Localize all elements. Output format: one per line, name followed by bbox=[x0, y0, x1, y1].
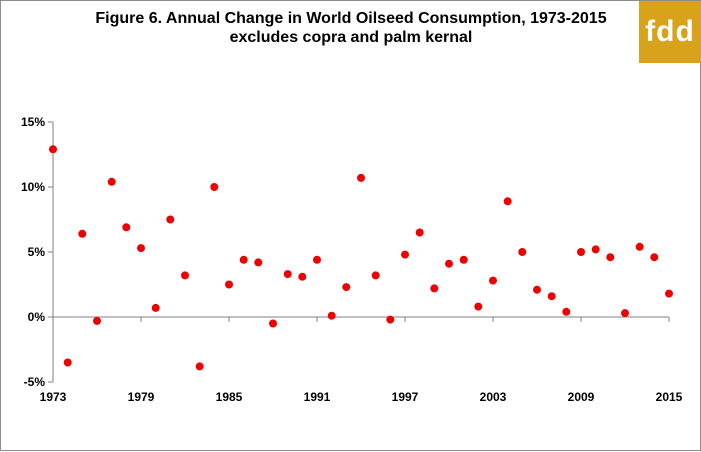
x-tick-label: 1985 bbox=[216, 390, 243, 404]
x-tick-label: 1991 bbox=[304, 390, 331, 404]
data-point bbox=[430, 284, 439, 293]
y-tick-label: -5% bbox=[24, 375, 46, 389]
data-point bbox=[357, 173, 365, 182]
data-point bbox=[239, 255, 248, 264]
data-point bbox=[445, 259, 453, 268]
data-point bbox=[78, 229, 87, 238]
chart-subtitle: excludes copra and palm kernal bbox=[229, 29, 473, 46]
data-point bbox=[254, 258, 263, 267]
data-point bbox=[122, 223, 131, 232]
data-point bbox=[401, 250, 409, 259]
y-tick-label: 0% bbox=[28, 310, 46, 324]
chart-title: Figure 6. Annual Change in World Oilseed… bbox=[95, 10, 607, 27]
x-tick-label: 1973 bbox=[40, 390, 67, 404]
x-tick-label: 1997 bbox=[392, 390, 419, 404]
chart-title-block: Figure 6. Annual Change in World Oilseed… bbox=[1, 9, 701, 47]
data-point bbox=[591, 245, 600, 254]
data-point bbox=[151, 303, 160, 312]
data-point bbox=[63, 358, 72, 367]
data-point bbox=[577, 248, 585, 256]
data-point bbox=[342, 283, 351, 292]
axes: -5% 0% 5% 10% 15% 1973 1979 1985 1991 1997 2003 200… bbox=[21, 115, 683, 404]
data-point bbox=[107, 177, 116, 186]
data-point bbox=[283, 270, 292, 279]
data-point bbox=[415, 228, 424, 237]
x-tick-label: 1979 bbox=[128, 390, 155, 404]
data-point bbox=[635, 242, 644, 251]
fdd-logo: fdd bbox=[639, 1, 701, 63]
data-point bbox=[313, 255, 321, 264]
data-point bbox=[49, 145, 57, 154]
data-point bbox=[562, 307, 571, 316]
data-point bbox=[210, 183, 219, 191]
data-point bbox=[621, 309, 629, 318]
y-tick-label: 5% bbox=[28, 245, 46, 259]
y-tick-label: 15% bbox=[21, 115, 45, 129]
data-point bbox=[181, 271, 189, 280]
data-point bbox=[503, 197, 512, 206]
data-point bbox=[327, 311, 336, 320]
data-point bbox=[371, 271, 380, 280]
data-point bbox=[386, 315, 395, 324]
data-point bbox=[195, 362, 204, 371]
data-point bbox=[459, 255, 468, 264]
data-point bbox=[166, 215, 175, 224]
data-point bbox=[298, 272, 307, 281]
data-point bbox=[547, 292, 556, 301]
data-point bbox=[489, 276, 497, 285]
y-tick-label: 10% bbox=[21, 180, 45, 194]
data-point bbox=[665, 289, 673, 298]
data-point bbox=[93, 316, 101, 325]
data-point bbox=[606, 253, 615, 262]
data-point bbox=[518, 248, 527, 256]
x-tick-label: 2009 bbox=[568, 390, 595, 404]
data-points bbox=[49, 145, 673, 371]
data-point bbox=[225, 280, 233, 289]
data-point bbox=[533, 285, 541, 294]
x-tick-label: 2015 bbox=[656, 390, 683, 404]
data-point bbox=[474, 302, 483, 311]
data-point bbox=[137, 244, 145, 253]
data-point bbox=[269, 319, 277, 328]
data-point bbox=[650, 253, 659, 262]
x-tick-label: 2003 bbox=[480, 390, 507, 404]
